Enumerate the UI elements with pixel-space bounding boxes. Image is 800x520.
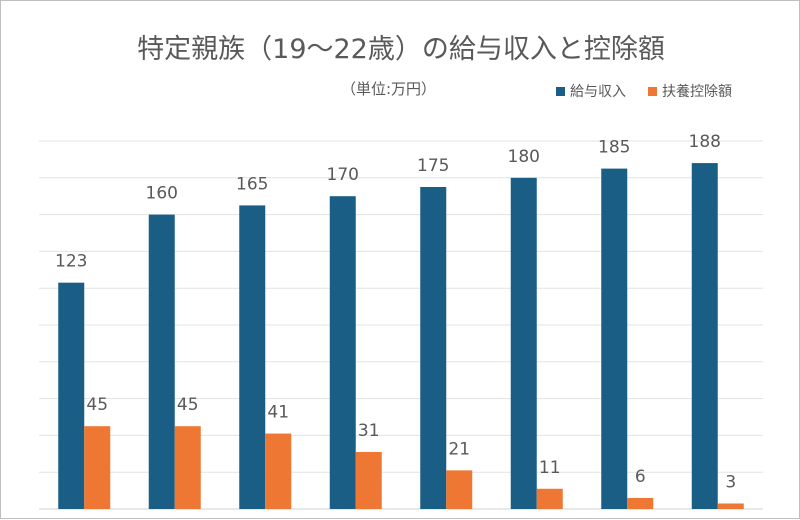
- data-label-series1-7: 3: [725, 472, 736, 492]
- bar-series0-6: [601, 168, 628, 509]
- legend-label-income: 給与収入: [570, 84, 626, 100]
- data-label-series0-2: 165: [236, 174, 268, 194]
- bar-series1-0: [84, 426, 111, 509]
- data-label-series0-3: 170: [327, 165, 359, 185]
- data-label-series1-0: 45: [86, 395, 108, 415]
- data-label-series1-3: 31: [358, 421, 380, 441]
- bar-series0-3: [329, 196, 356, 509]
- bar-series0-7: [691, 163, 718, 509]
- legend-swatch-income: [556, 86, 565, 96]
- data-label-series0-7: 188: [689, 132, 721, 152]
- chart-title: 特定親族（19〜22歳）の給与収入と控除額: [137, 34, 665, 65]
- chart-subtitle: （単位:万円）: [341, 80, 437, 98]
- bar-series0-5: [510, 177, 537, 510]
- data-label-series1-4: 21: [448, 439, 470, 459]
- data-label-series1-6: 6: [635, 467, 646, 487]
- bar-series1-7: [717, 503, 744, 509]
- legend-swatch-deduction: [648, 86, 657, 96]
- bar-series1-5: [536, 488, 563, 509]
- legend-item-income: 給与収入: [556, 81, 626, 101]
- bar-series1-6: [627, 497, 654, 509]
- data-label-series0-1: 160: [146, 184, 178, 204]
- data-label-series0-5: 180: [508, 147, 540, 167]
- legend-item-deduction: 扶養控除額: [648, 81, 732, 101]
- chart-legend: 給与収入 扶養控除額: [556, 81, 754, 101]
- data-label-series0-6: 185: [598, 138, 630, 158]
- data-label-series1-1: 45: [177, 395, 199, 415]
- bar-series1-3: [355, 451, 382, 509]
- bar-series1-2: [265, 433, 292, 509]
- bar-series1-4: [446, 470, 473, 509]
- data-label-series0-0: 123: [55, 252, 87, 272]
- bar-series0-4: [420, 187, 447, 509]
- data-label-series1-5: 11: [539, 458, 561, 478]
- bar-series1-1: [174, 426, 201, 509]
- data-label-series0-4: 175: [417, 156, 449, 176]
- bar-series0-0: [58, 282, 85, 509]
- data-label-series1-2: 41: [267, 403, 289, 423]
- bar-series0-1: [148, 214, 175, 509]
- legend-label-deduction: 扶養控除額: [662, 84, 732, 100]
- bar-series0-2: [239, 205, 266, 509]
